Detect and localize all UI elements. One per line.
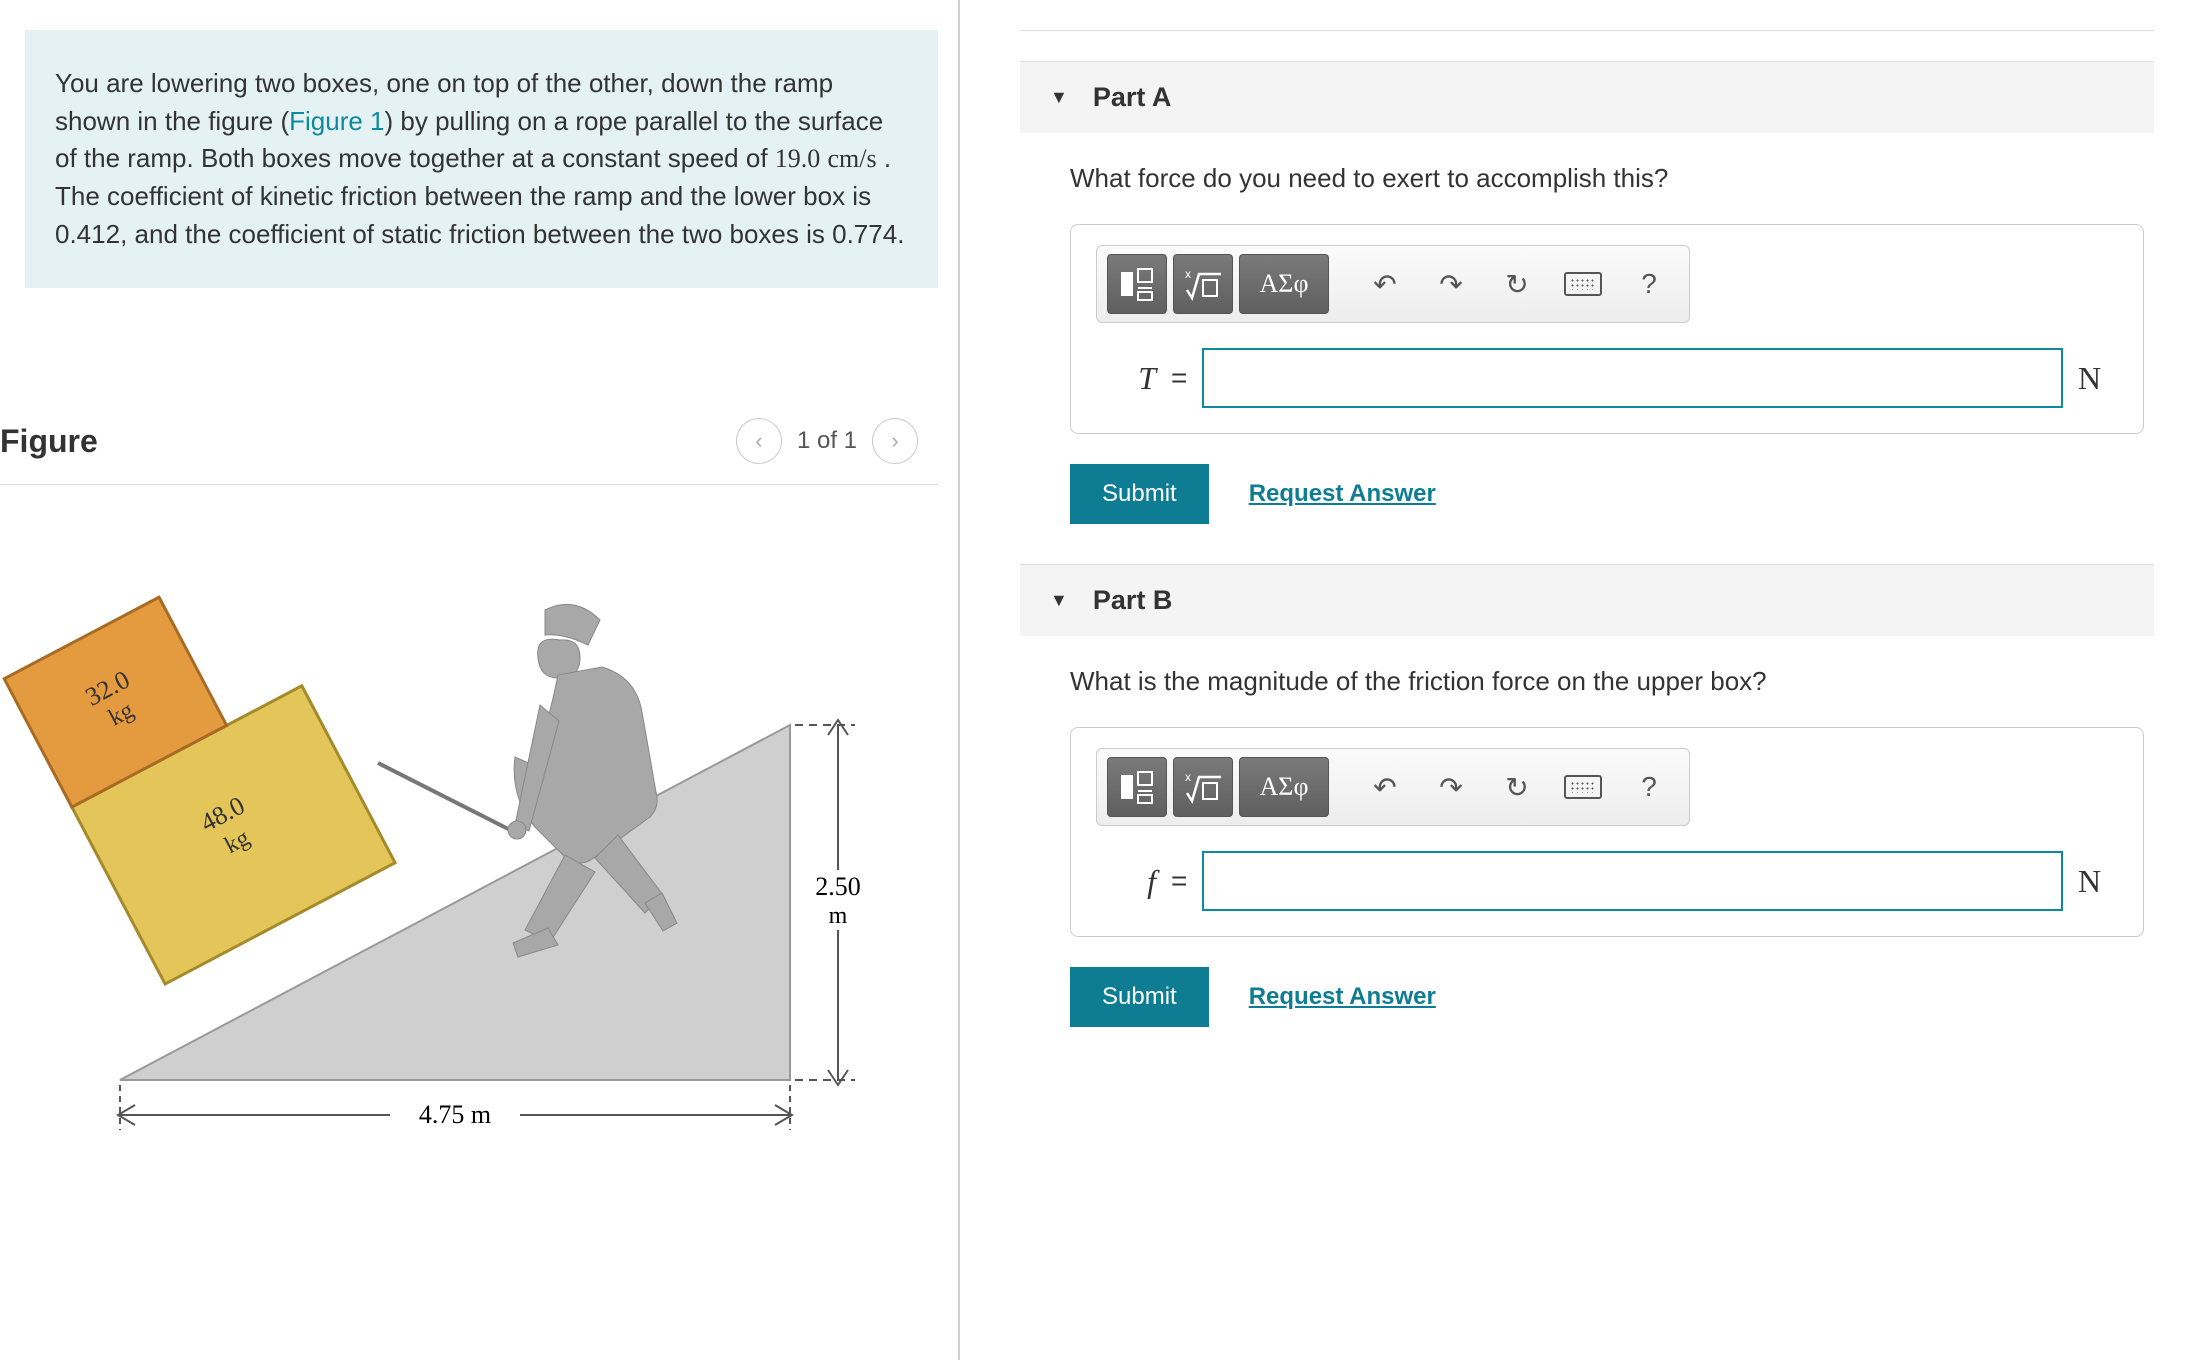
reset-button[interactable]: ↻ (1487, 757, 1547, 817)
help-button[interactable]: ? (1619, 254, 1679, 314)
ramp-base-text: 4.75 m (419, 1100, 491, 1129)
undo-button[interactable]: ↶ (1355, 757, 1415, 817)
collapse-icon: ▼ (1050, 590, 1068, 611)
redo-button[interactable]: ↷ (1421, 254, 1481, 314)
part-b-header[interactable]: ▼ Part B (1020, 564, 2154, 636)
part-b-submit-button[interactable]: Submit (1070, 967, 1209, 1027)
part-a-section: ▼ Part A What force do you need to exert… (1020, 61, 2154, 534)
figure-next-button[interactable]: › (872, 418, 918, 464)
speed-value: 19.0 (775, 144, 821, 173)
problem-statement: You are lowering two boxes, one on top o… (25, 30, 938, 288)
collapse-icon: ▼ (1050, 87, 1068, 108)
greek-button[interactable]: ΑΣφ (1239, 254, 1329, 314)
speed-units: cm/s (828, 144, 877, 173)
figure-title: Figure (0, 423, 98, 460)
part-a-answer-box: x ΑΣφ ↶ ↷ ↻ ? T = N (1070, 224, 2144, 434)
templates-button[interactable] (1107, 757, 1167, 817)
equals-sign: = (1171, 865, 1187, 897)
part-a-submit-button[interactable]: Submit (1070, 464, 1209, 524)
keyboard-button[interactable] (1553, 757, 1613, 817)
figure-pager: ‹ 1 of 1 › (736, 418, 918, 464)
equals-sign: = (1171, 362, 1187, 394)
sqrt-button[interactable]: x (1173, 757, 1233, 817)
figure-prev-button[interactable]: ‹ (736, 418, 782, 464)
undo-button[interactable]: ↶ (1355, 254, 1415, 314)
part-b-request-answer-link[interactable]: Request Answer (1249, 983, 1436, 1011)
mu-k-value: 0.412 (55, 219, 120, 249)
problem-text-4: , and the coefficient of static friction… (120, 219, 832, 249)
part-a-toolbar: x ΑΣφ ↶ ↷ ↻ ? (1096, 245, 1690, 323)
part-a-unit: N (2078, 360, 2118, 397)
reset-button[interactable]: ↻ (1487, 254, 1547, 314)
part-b-section: ▼ Part B What is the magnitude of the fr… (1020, 564, 2154, 1037)
keyboard-icon (1564, 272, 1602, 296)
keyboard-icon (1564, 775, 1602, 799)
part-b-title: Part B (1093, 585, 1173, 616)
part-b-toolbar: x ΑΣφ ↶ ↷ ↻ ? (1096, 748, 1690, 826)
figure-link[interactable]: Figure 1 (289, 106, 384, 136)
part-a-title: Part A (1093, 82, 1172, 113)
figure-diagram: 48.0 kg 32.0 kg (0, 515, 938, 1141)
left-panel: You are lowering two boxes, one on top o… (0, 0, 960, 1360)
figure-page-indicator: 1 of 1 (797, 427, 857, 455)
part-a-answer-input[interactable] (1202, 348, 2063, 408)
part-b-question: What is the magnitude of the friction fo… (1070, 666, 2144, 697)
ramp-height-unit-text: m (829, 903, 848, 929)
part-b-unit: N (2078, 863, 2118, 900)
keyboard-button[interactable] (1553, 254, 1613, 314)
sqrt-button[interactable]: x (1173, 254, 1233, 314)
part-b-answer-input[interactable] (1202, 851, 2063, 911)
greek-button[interactable]: ΑΣφ (1239, 757, 1329, 817)
svg-text:x: x (1185, 770, 1191, 784)
part-b-answer-box: x ΑΣφ ↶ ↷ ↻ ? f = N (1070, 727, 2144, 937)
mu-s-value: 0.774 (832, 219, 897, 249)
help-button[interactable]: ? (1619, 757, 1679, 817)
part-b-variable: f (1096, 863, 1156, 900)
right-panel: ▼ Part A What force do you need to exert… (960, 0, 2194, 1360)
part-a-variable: T (1096, 360, 1156, 397)
ramp-height-text: 2.50 (815, 872, 861, 901)
templates-button[interactable] (1107, 254, 1167, 314)
part-a-header[interactable]: ▼ Part A (1020, 61, 2154, 133)
svg-text:x: x (1185, 267, 1191, 281)
part-a-question: What force do you need to exert to accom… (1070, 163, 2144, 194)
part-a-request-answer-link[interactable]: Request Answer (1249, 480, 1436, 508)
problem-text-5: . (897, 219, 904, 249)
figure-header: Figure ‹ 1 of 1 › (0, 418, 938, 485)
redo-button[interactable]: ↷ (1421, 757, 1481, 817)
